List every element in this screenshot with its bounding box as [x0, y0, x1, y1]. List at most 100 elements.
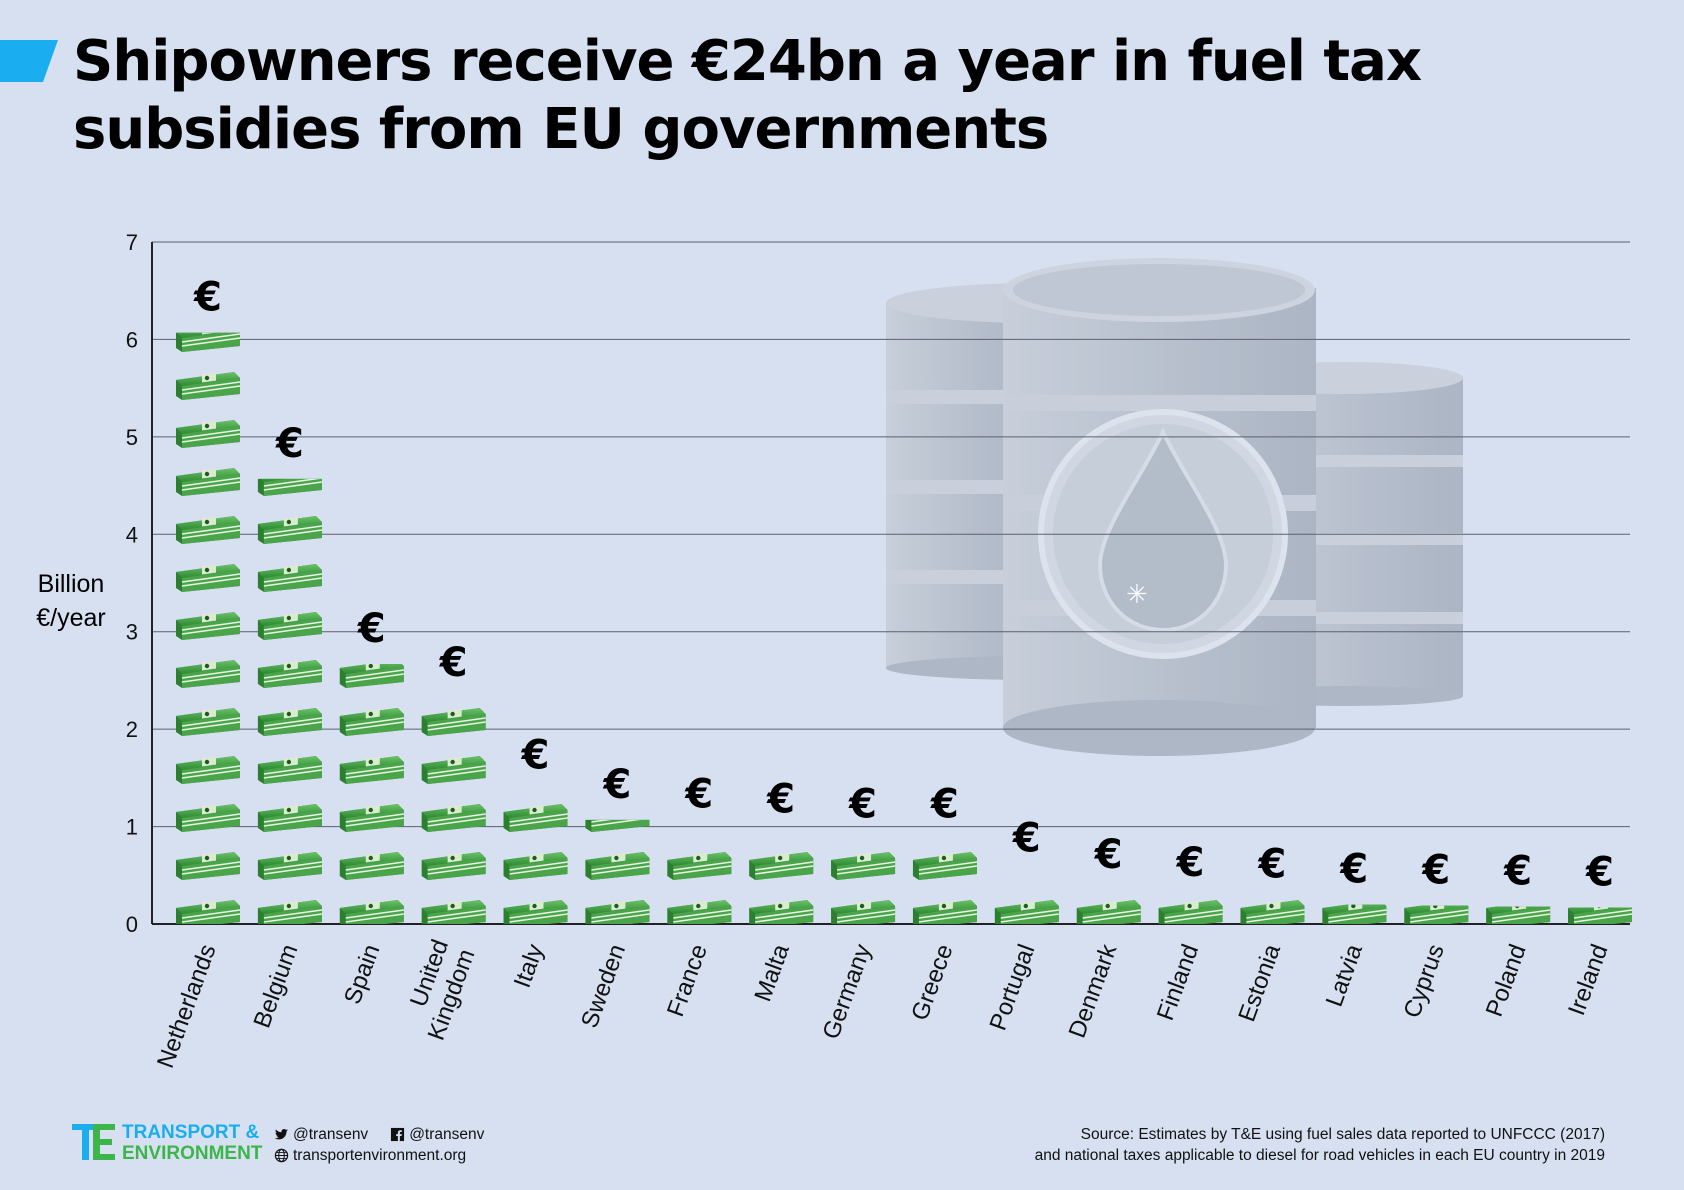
- bar-cyprus: €: [1404, 848, 1469, 925]
- euro-marker: €: [1094, 832, 1123, 878]
- x-tick-label: Germany: [818, 941, 877, 1043]
- bar-ireland: €: [1568, 850, 1633, 924]
- euro-marker: €: [1503, 849, 1532, 895]
- bundle-stack: [1486, 906, 1551, 924]
- y-axis-ticks: 0 1 2 3 4 5 6 7: [126, 230, 138, 937]
- facebook-icon[interactable]: [390, 1127, 405, 1142]
- banknote-bundle: [667, 900, 732, 924]
- euro-marker: €: [1012, 815, 1041, 861]
- facebook-handle[interactable]: @transenv: [409, 1126, 485, 1143]
- banknote-bundle: [257, 804, 322, 832]
- banknote-bundle: [176, 420, 241, 448]
- banknote-bundle: [176, 708, 241, 736]
- banknote-bundle: [1076, 900, 1141, 925]
- x-tick-label: Ireland: [1563, 941, 1613, 1019]
- y-tick-label: 4: [126, 522, 138, 547]
- x-tick-label: Cyprus: [1398, 941, 1449, 1022]
- bar-spain: €: [339, 606, 404, 924]
- euro-marker: €: [357, 606, 386, 652]
- bundle-stack: [994, 900, 1059, 925]
- banknote-bundle: [339, 756, 404, 784]
- bundle-stack: [176, 332, 241, 924]
- banknote-bundle: [421, 804, 486, 832]
- euro-marker: €: [1258, 842, 1287, 888]
- te-logo-icon: [72, 1124, 115, 1160]
- euro-marker: €: [602, 762, 631, 808]
- banknote-bundle: [176, 516, 241, 544]
- banknote-bundle: [257, 852, 322, 880]
- x-tick-label: Malta: [749, 940, 795, 1005]
- x-tick-label: Italy: [509, 941, 549, 992]
- oil-drop-icon: [1097, 427, 1229, 633]
- y-axis-title: Billion €/year: [36, 570, 106, 632]
- banknote-bundle: [421, 708, 486, 736]
- euro-marker: €: [521, 733, 550, 779]
- banknote-bundle: [257, 756, 322, 784]
- banknote-bundle: [176, 332, 241, 352]
- bar-greece: €: [912, 781, 978, 924]
- brand-name: TRANSPORT & ENVIRONMENT: [122, 1122, 262, 1164]
- bundle-stack: [1240, 900, 1305, 925]
- bar-malta: €: [749, 776, 814, 925]
- banknote-bundle: [1404, 905, 1469, 925]
- bar-germany: €: [831, 781, 896, 924]
- bundle-stack: [503, 804, 568, 925]
- x-tick-label: Sweden: [576, 941, 631, 1032]
- euro-marker: €: [684, 772, 713, 818]
- source-note: Source: Estimates by T&E using fuel sale…: [885, 1124, 1605, 1166]
- social-links: @transenv @transenv transportenvironment…: [274, 1124, 484, 1166]
- bundle-stack: [257, 478, 322, 924]
- banknote-bundle: [667, 852, 732, 880]
- bundle-stack: [667, 852, 732, 924]
- twitter-handle[interactable]: @transenv: [293, 1126, 369, 1143]
- banknote-bundle: [912, 852, 978, 880]
- bundle-stack: [831, 852, 896, 924]
- x-tick-label: Poland: [1481, 941, 1532, 1020]
- banknote-bundle: [749, 900, 814, 925]
- banknote-bundle: [503, 804, 568, 832]
- euro-marker: €: [1339, 847, 1368, 893]
- banknote-bundle: [176, 804, 241, 832]
- x-tick-label: Netherlands: [152, 941, 222, 1072]
- bundle-stack: [1076, 900, 1141, 925]
- euro-marker: €: [1421, 848, 1450, 894]
- y-tick-label: 5: [126, 425, 138, 450]
- oil-barrels-illustration: ✳: [886, 258, 1463, 756]
- banknote-bundle: [1158, 900, 1223, 924]
- banknote-bundle: [1486, 906, 1551, 924]
- twitter-icon[interactable]: [274, 1127, 289, 1142]
- x-tick-label: Portugal: [985, 941, 1041, 1034]
- title-flag-icon: [0, 40, 58, 82]
- website-link[interactable]: transportenvironment.org: [293, 1147, 467, 1164]
- svg-text:✳: ✳: [1126, 580, 1148, 610]
- bundle-stack: [912, 852, 978, 924]
- barrel-front: ✳: [1003, 258, 1316, 756]
- banknote-bundle: [421, 900, 486, 924]
- banknote-bundle: [176, 468, 241, 496]
- x-tick-label: Greece: [906, 941, 958, 1024]
- x-tick-label: France: [662, 941, 713, 1020]
- y-tick-label: 6: [126, 327, 138, 352]
- banknote-bundle: [503, 852, 568, 880]
- banknote-bundle: [912, 900, 978, 924]
- banknote-bundle: [585, 852, 650, 880]
- bars: € € € € € € € € € € € € € € € € € €: [176, 275, 1633, 925]
- banknote-bundle: [257, 660, 322, 688]
- x-tick-label: UnitedKingdom: [396, 936, 480, 1044]
- banknote-bundle: [176, 756, 241, 784]
- banknote-bundle: [257, 564, 322, 592]
- bundle-stack: [1404, 905, 1469, 925]
- bar-finland: €: [1158, 840, 1223, 924]
- banknote-bundle: [339, 900, 404, 924]
- banknote-bundle: [585, 900, 650, 924]
- bar-denmark: €: [1076, 832, 1141, 925]
- euro-marker: €: [1176, 840, 1205, 886]
- banknote-bundle: [176, 852, 241, 880]
- y-tick-label: 3: [126, 620, 138, 645]
- banknote-bundle: [503, 900, 568, 925]
- globe-icon: [274, 1148, 289, 1163]
- banknote-bundle: [421, 756, 486, 784]
- y-tick-label: 1: [126, 815, 138, 840]
- y-gridlines: [152, 241, 1630, 828]
- euro-marker: €: [766, 776, 795, 822]
